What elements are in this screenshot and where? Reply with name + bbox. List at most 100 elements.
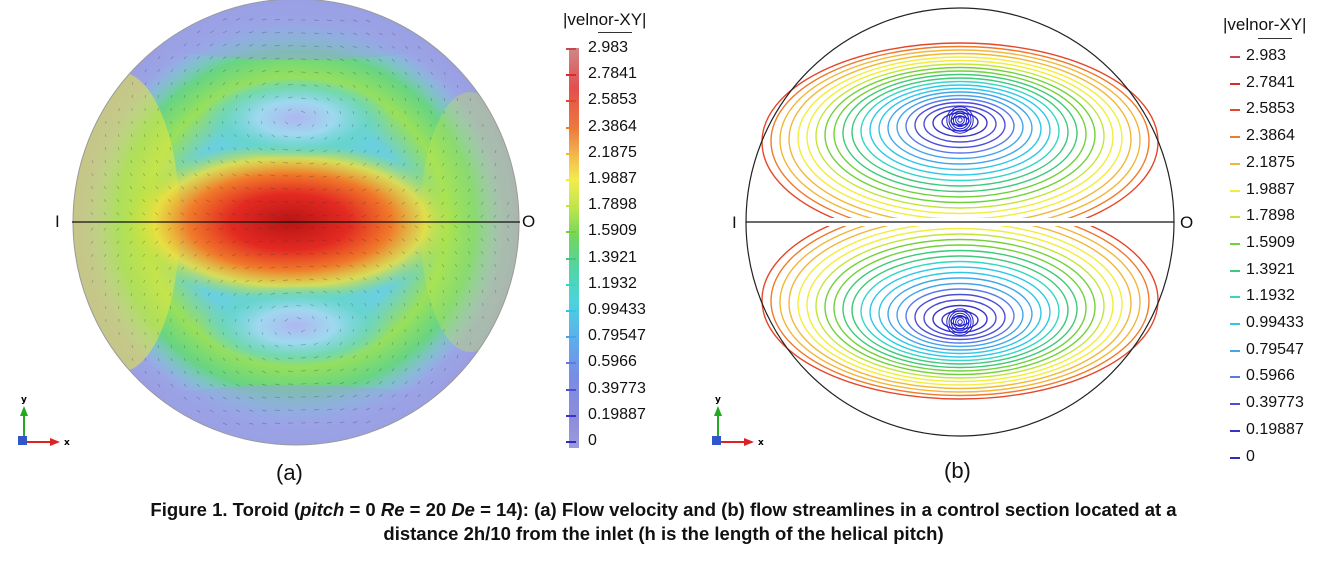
legend-value: 0.5966 <box>588 353 637 371</box>
streamline <box>842 73 1078 193</box>
streamline <box>905 98 1015 154</box>
legend-tick <box>566 310 576 312</box>
streamline <box>860 80 1060 182</box>
streamline <box>779 49 1141 218</box>
legend-tick <box>1230 242 1240 245</box>
streamline <box>869 266 1051 358</box>
legend-tick <box>1230 136 1240 139</box>
legend-value: 1.5909 <box>588 222 637 240</box>
legend-value: 0.5966 <box>1246 367 1295 385</box>
legend-title: |velnor-XY| <box>563 10 647 29</box>
legend-tick <box>566 48 576 50</box>
legend-tick <box>566 100 576 103</box>
legend-tick <box>1230 189 1240 192</box>
streamline <box>869 84 1051 176</box>
legend-tick <box>1230 456 1240 459</box>
vortex-core-ring <box>957 117 963 123</box>
lower-vortex <box>201 284 391 368</box>
legend-tick <box>566 414 576 417</box>
streamline <box>923 299 997 337</box>
streamline <box>896 282 1024 348</box>
streamline <box>770 45 1150 218</box>
vortex-core-ring <box>952 314 968 330</box>
legend-tick <box>1230 296 1240 299</box>
legend-value: 2.983 <box>1246 47 1287 64</box>
legend-tick <box>1230 429 1240 432</box>
streamline <box>806 227 1114 383</box>
legend-tick <box>1230 403 1240 406</box>
legend-tick <box>1230 376 1240 379</box>
streamline <box>878 87 1042 171</box>
y-axis-label: y <box>715 395 721 405</box>
vortex-core-ring <box>946 308 974 336</box>
legend-value: 0.99433 <box>1246 314 1304 331</box>
legend-value: 0.19887 <box>588 405 646 423</box>
streamline <box>824 238 1096 376</box>
legend-tick <box>566 257 576 260</box>
legend-value: 1.1932 <box>1246 287 1295 305</box>
streamline <box>887 277 1033 351</box>
legend-value: 1.7898 <box>1246 207 1295 225</box>
legend-value: 0.79547 <box>1246 340 1304 358</box>
legend-tick <box>1230 82 1240 85</box>
streamline <box>914 293 1006 341</box>
legend-value: 1.9887 <box>1246 180 1295 198</box>
outer-wall-label: O <box>1180 213 1194 232</box>
vortex-core-ring <box>952 112 968 128</box>
streamline <box>824 66 1096 204</box>
legend-value: 1.3921 <box>1246 260 1295 278</box>
inner-wall-label: I <box>732 213 737 232</box>
legend-tick <box>566 362 576 365</box>
legend-tick <box>1230 162 1240 165</box>
streamline <box>833 70 1087 198</box>
legend-tick <box>1230 216 1240 219</box>
legend-tick <box>566 441 576 443</box>
legend-value: 1.1932 <box>588 274 637 292</box>
streamline <box>887 91 1033 165</box>
legend-value: 1.9887 <box>588 170 637 187</box>
streamline <box>761 226 1159 400</box>
axis-triad: y x <box>18 395 70 448</box>
streamline <box>842 249 1078 369</box>
streamline <box>788 52 1132 218</box>
legend-value: 0 <box>588 432 597 449</box>
vortex-core-ring <box>950 110 970 130</box>
streamline <box>878 271 1042 355</box>
streamline <box>905 288 1015 344</box>
legend-tick <box>1230 56 1240 58</box>
vortex-core-ring <box>955 317 965 327</box>
legend-value: 2.1875 <box>1246 153 1295 171</box>
streamline <box>815 233 1105 379</box>
legend-value: 2.5853 <box>588 91 637 109</box>
legend-value: 0.99433 <box>588 301 646 318</box>
vortex-core-ring <box>955 115 965 125</box>
legend-value: 0.19887 <box>1246 420 1304 438</box>
legend-tick <box>1230 323 1240 325</box>
streamline <box>797 56 1123 218</box>
y-axis-label: y <box>21 395 27 405</box>
colorbar <box>569 48 579 448</box>
legend-value: 2.3864 <box>1246 127 1295 145</box>
legend-tick <box>566 231 576 234</box>
streamline <box>815 63 1105 209</box>
streamline <box>797 226 1123 386</box>
legend-value: 1.3921 <box>588 248 637 266</box>
velocity-vectors <box>90 17 510 426</box>
caption-line-2: distance 2h/10 from the inlet (h is the … <box>383 523 944 544</box>
legend-tick <box>566 336 576 339</box>
legend-value: 0.39773 <box>1246 394 1304 412</box>
legend-tick <box>566 388 576 391</box>
streamline <box>779 226 1141 393</box>
figure-caption: Figure 1. Toroid (pitch = 0 Re = 20 De =… <box>0 498 1327 546</box>
legend-value: 2.3864 <box>588 117 637 135</box>
legend-value: 0.39773 <box>588 379 646 397</box>
streamline <box>914 101 1006 149</box>
streamline <box>851 255 1069 365</box>
legend-tick <box>566 74 576 77</box>
legend-value: 2.7841 <box>588 65 637 83</box>
legend-value: 0.79547 <box>588 327 646 345</box>
vortex-core-ring <box>957 319 963 325</box>
upper-streamlines <box>761 42 1159 218</box>
streamline <box>833 244 1087 372</box>
streamline <box>851 77 1069 187</box>
